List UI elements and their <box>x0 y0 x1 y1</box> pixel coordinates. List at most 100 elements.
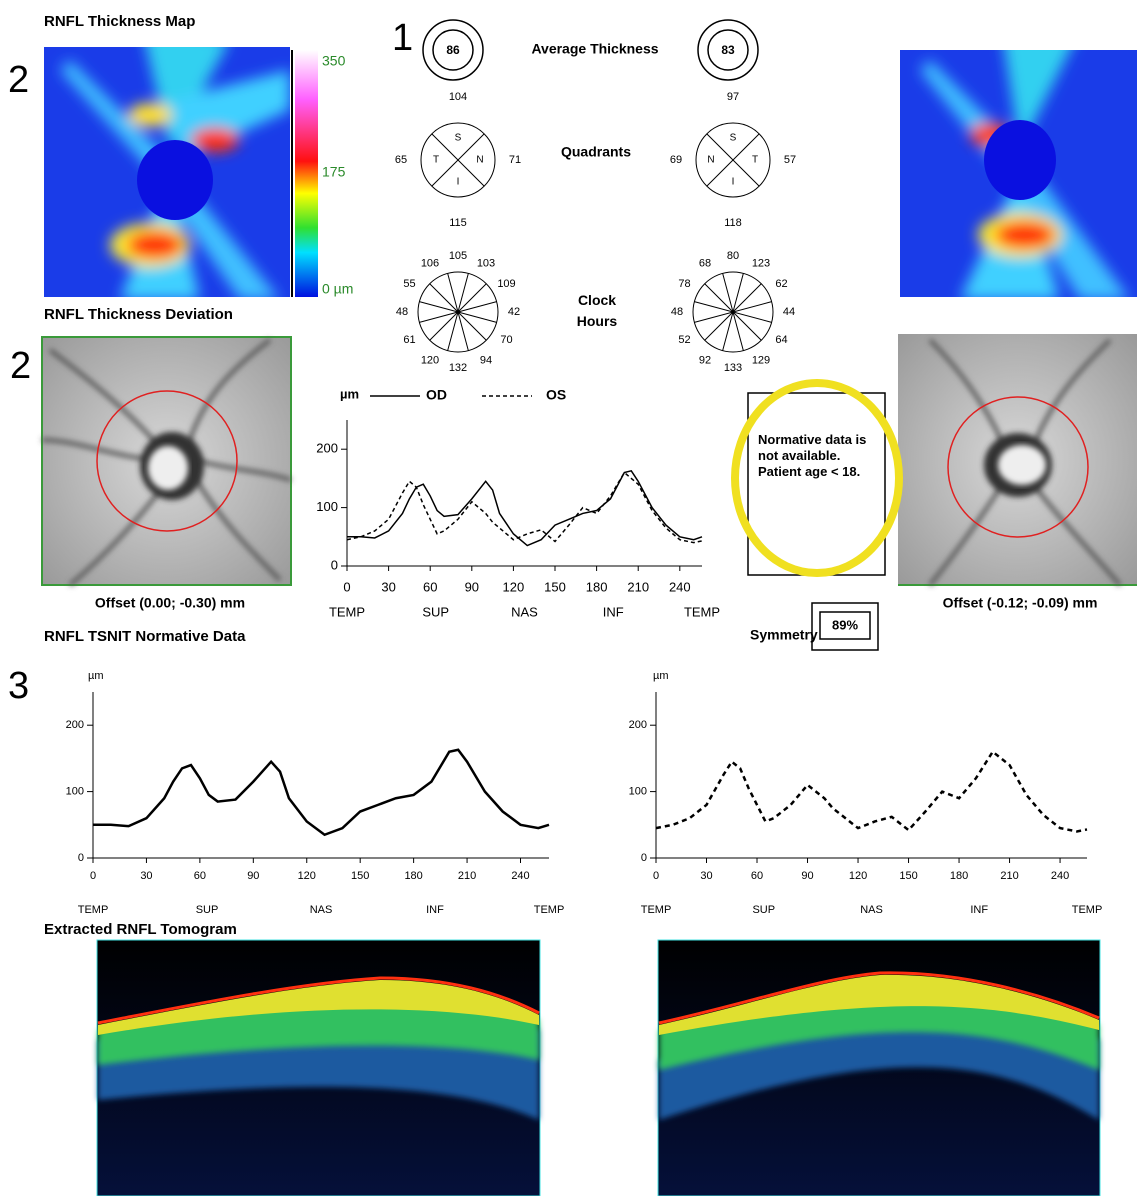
region-label: TEMP <box>329 604 365 619</box>
offset-label: Offset (0.00; -0.30) mm <box>95 595 245 611</box>
thickness-ring <box>707 29 749 71</box>
od-thickness-map <box>44 47 290 297</box>
x-tick-label: 180 <box>586 579 608 594</box>
x-tick-label: 240 <box>669 579 691 594</box>
clock-divider <box>447 273 469 351</box>
quadrant-divider <box>431 133 485 187</box>
x-tick-label: 0 <box>90 870 96 882</box>
y-tick-label: 100 <box>316 499 338 514</box>
symmetry-label: Symmetry <box>750 627 818 643</box>
annotation-marker: 3 <box>8 665 29 707</box>
scale-label: 175 <box>322 164 346 180</box>
clock-value: 55 <box>403 278 415 290</box>
section-title: RNFL TSNIT Normative Data <box>44 628 246 645</box>
annotation-marker: 1 <box>392 17 413 59</box>
x-tick-label: 210 <box>458 870 476 882</box>
color-scale <box>295 50 318 297</box>
average-thickness: 86 <box>446 43 460 57</box>
y-tick-label: 0 <box>641 852 647 864</box>
clock-value: 44 <box>783 306 795 318</box>
scale-label: 0 µm <box>322 281 353 297</box>
quadrant-circle <box>695 122 771 198</box>
x-tick-label: 120 <box>298 870 316 882</box>
scale-label: 350 <box>322 53 346 69</box>
quadrant-value: 57 <box>784 154 796 166</box>
annotation-marker: 2 <box>8 59 29 101</box>
clock-value: 94 <box>480 354 492 366</box>
thickness-ring <box>422 19 484 81</box>
normative-note: Normative data is not available. Patient… <box>758 432 867 479</box>
region-label: NAS <box>511 604 538 619</box>
clock-value: 129 <box>752 354 770 366</box>
y-tick-label: 200 <box>66 719 84 731</box>
annotation-marker: 2 <box>10 345 31 387</box>
quadrant-value: 115 <box>449 217 467 229</box>
x-tick-label: 210 <box>1000 870 1018 882</box>
x-tick-label: 120 <box>849 870 867 882</box>
os-tomogram <box>657 939 1101 1196</box>
x-tick-label: 120 <box>503 579 525 594</box>
clock-circle <box>692 271 774 353</box>
x-tick-label: 90 <box>247 870 259 882</box>
thickness-ring <box>432 29 474 71</box>
x-tick-label: 30 <box>140 870 152 882</box>
y-axis-label: µm <box>88 670 104 682</box>
clock-value: 92 <box>699 354 711 366</box>
clock-value: 68 <box>699 257 711 269</box>
x-tick-label: 150 <box>351 870 369 882</box>
region-label: TEMP <box>78 904 109 916</box>
normative-box <box>747 392 886 576</box>
clock-value: 103 <box>477 257 495 269</box>
x-tick-label: 180 <box>950 870 968 882</box>
quadrant-value: 97 <box>727 91 739 103</box>
clock-circle <box>417 271 499 353</box>
x-tick-label: 240 <box>1051 870 1069 882</box>
region-label: TEMP <box>684 604 720 619</box>
series-line <box>347 469 703 547</box>
highlight-ellipse <box>731 379 903 577</box>
region-label: SUP <box>422 604 449 619</box>
quadrant-letter: N <box>707 155 714 166</box>
quadrant-value: 71 <box>509 154 521 166</box>
quadrant-letter: N <box>476 155 483 166</box>
clock-value: 48 <box>671 306 683 318</box>
region-label: NAS <box>310 904 333 916</box>
region-label: TEMP <box>641 904 672 916</box>
x-tick-label: 150 <box>899 870 917 882</box>
thickness-ring <box>697 19 759 81</box>
y-tick-label: 200 <box>629 719 647 731</box>
x-tick-label: 180 <box>404 870 422 882</box>
clock-value: 106 <box>421 257 439 269</box>
y-tick-label: 0 <box>331 557 338 572</box>
quadrant-circle <box>420 122 496 198</box>
region-label: SUP <box>752 904 775 916</box>
x-tick-label: 90 <box>465 579 479 594</box>
os-thickness-map <box>900 50 1137 297</box>
x-tick-label: 30 <box>700 870 712 882</box>
section-title: RNFL Thickness Map <box>44 13 195 30</box>
od-fundus-image <box>41 336 292 587</box>
x-tick-label: 60 <box>194 870 206 882</box>
x-tick-label: 60 <box>751 870 763 882</box>
clock-value: 70 <box>500 334 512 346</box>
quadrant-value: 65 <box>395 154 407 166</box>
symmetry-value: 89% <box>832 617 858 632</box>
region-label: INF <box>603 604 624 619</box>
quadrant-value: 104 <box>449 91 467 103</box>
region-label: TEMP <box>1072 904 1103 916</box>
clock-value: 80 <box>727 250 739 262</box>
clock-value: 62 <box>775 278 787 290</box>
section-title: RNFL Thickness Deviation <box>44 306 233 323</box>
quadrant-value: 118 <box>724 217 742 229</box>
x-tick-label: 0 <box>343 579 350 594</box>
clock-value: 123 <box>752 257 770 269</box>
symmetry-inner-box <box>819 611 871 640</box>
metric-title: Quadrants <box>561 144 631 160</box>
y-axis-label: µm <box>653 670 669 682</box>
quadrant-letter: I <box>457 177 460 188</box>
region-label: NAS <box>860 904 883 916</box>
x-tick-label: 0 <box>653 870 659 882</box>
x-tick-label: 60 <box>423 579 437 594</box>
